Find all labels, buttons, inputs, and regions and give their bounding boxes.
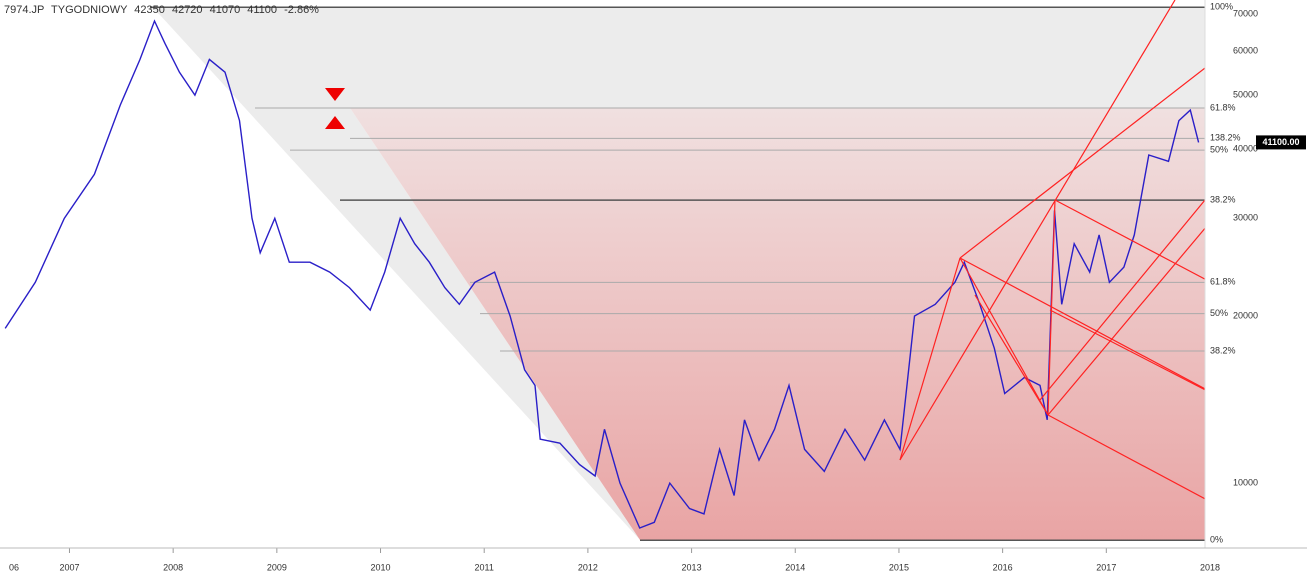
x-tick-label: 2008 xyxy=(163,562,183,572)
x-tick-label: 2014 xyxy=(785,562,805,572)
change: -2.86% xyxy=(284,4,319,16)
last-price-box xyxy=(1256,135,1306,150)
close: 41100 xyxy=(247,4,277,16)
x-tick-label: 2017 xyxy=(1096,562,1116,572)
y-tick-label: 70000 xyxy=(1233,8,1258,18)
y-tick-label: 40000 xyxy=(1233,143,1258,153)
fib-levels xyxy=(150,6,1205,541)
x-tick-label: 2013 xyxy=(682,562,702,572)
y-tick-label: 60000 xyxy=(1233,46,1258,56)
fib-label: 50% xyxy=(1210,145,1228,155)
open: 42350 xyxy=(134,4,165,16)
sell-marker xyxy=(325,88,345,101)
x-tick-label: 2015 xyxy=(889,562,909,572)
y-tick-label: 50000 xyxy=(1233,90,1258,100)
x-tick-label: 06 xyxy=(9,562,19,572)
x-tick-label: 2010 xyxy=(371,562,391,572)
x-tick-label: 2007 xyxy=(59,562,79,572)
retracement-shade xyxy=(150,7,1205,540)
fib-label: 138.2% xyxy=(1210,133,1241,143)
last-price-label: 41100.00 xyxy=(1262,137,1299,147)
fib-label: 61.8% xyxy=(1210,102,1236,112)
header: 7974.JP TYGODNIOWY 42350 42720 41070 411… xyxy=(4,4,319,16)
high: 42720 xyxy=(172,4,203,16)
x-tick-label: 2016 xyxy=(993,562,1013,572)
retracement-shade xyxy=(350,108,1205,540)
x-tick-label: 2012 xyxy=(578,562,598,572)
labels: 100% 61.8% 138.2% 50% 38.2% 61.8% 50% 38.2% 0% 10… xyxy=(9,2,1306,572)
x-tick-label: 2011 xyxy=(475,562,494,572)
fib-label: 38.2% xyxy=(1210,194,1236,204)
fib-label: 100% xyxy=(1210,2,1233,12)
fib-label: 50% xyxy=(1210,308,1228,318)
price-axis-panel xyxy=(1205,0,1307,579)
symbol: 7974.JP xyxy=(4,4,44,16)
interval: TYGODNIOWY xyxy=(51,4,128,16)
fib-label: 0% xyxy=(1210,535,1223,545)
y-tick-label: 30000 xyxy=(1233,213,1258,223)
y-tick-label: 10000 xyxy=(1233,477,1258,487)
buy-marker xyxy=(325,116,345,129)
x-tick-label: 2018 xyxy=(1200,562,1220,572)
fib-label: 38.2% xyxy=(1210,345,1236,355)
low: 41070 xyxy=(210,4,241,16)
fib-label: 61.8% xyxy=(1210,277,1236,287)
x-tick-label: 2009 xyxy=(267,562,287,572)
y-tick-label: 20000 xyxy=(1233,310,1258,320)
